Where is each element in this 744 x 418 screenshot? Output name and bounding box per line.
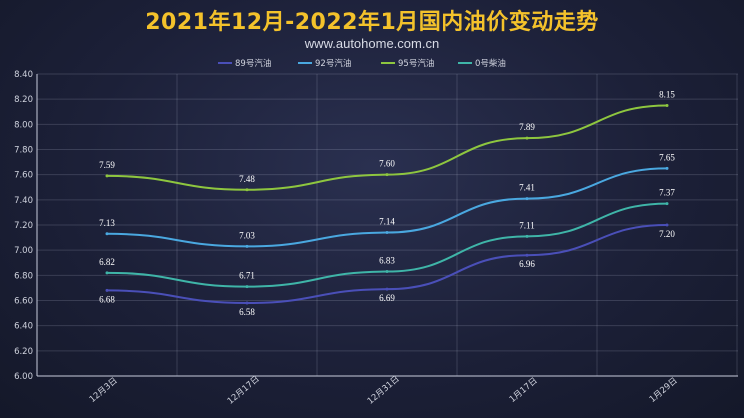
data-point — [525, 136, 529, 140]
data-label: 6.71 — [239, 271, 255, 281]
data-label: 8.15 — [659, 89, 675, 99]
data-label: 7.65 — [659, 152, 675, 162]
data-point — [105, 174, 109, 178]
axes: 6.00 6.20 6.40 6.60 6.80 7.00 7.20 7.40 7.60 7.80… — [14, 70, 738, 407]
data-label: 6.83 — [379, 256, 395, 266]
x-tick-label: 12月17日 — [226, 374, 262, 406]
data-label: 6.58 — [239, 307, 255, 317]
data-label: 7.14 — [379, 217, 395, 227]
data-point — [245, 244, 249, 248]
y-tick-label: 7.80 — [14, 146, 33, 156]
y-tick-label: 7.60 — [14, 171, 33, 181]
data-point — [245, 301, 249, 305]
data-point — [105, 271, 109, 275]
data-label: 7.41 — [519, 183, 535, 193]
x-tick-label: 12月3日 — [88, 376, 120, 405]
series-line — [106, 104, 668, 191]
data-point — [665, 103, 669, 107]
y-tick-label: 7.40 — [14, 196, 33, 206]
data-label: 6.96 — [519, 259, 535, 269]
data-label: 7.20 — [659, 229, 675, 239]
data-label: 7.13 — [99, 218, 115, 228]
data-label: 7.11 — [519, 220, 534, 230]
data-point — [385, 270, 389, 274]
data-point — [245, 188, 249, 192]
data-point — [665, 166, 669, 170]
data-point — [665, 223, 669, 227]
y-tick-label: 6.60 — [14, 297, 33, 307]
legend: 89号汽油 92号汽油 95号汽油 0号柴油 — [218, 58, 506, 69]
chart-subtitle: www.autohome.com.cn — [304, 36, 440, 51]
data-point — [245, 285, 249, 289]
legend-label[interactable]: 89号汽油 — [235, 58, 271, 69]
y-tick-label: 6.40 — [14, 322, 33, 332]
data-label: 7.37 — [659, 188, 675, 198]
data-label: 7.48 — [239, 174, 255, 184]
data-label: 6.82 — [99, 257, 115, 267]
data-point — [105, 232, 109, 236]
y-tick-label: 8.40 — [14, 70, 33, 80]
data-label: 7.89 — [519, 122, 535, 132]
series-line — [106, 167, 668, 248]
x-tick-label: 1月17日 — [508, 376, 540, 405]
x-tick-label: 12月31日 — [366, 374, 402, 406]
y-tick-label: 8.00 — [14, 120, 33, 130]
y-tick-label: 7.00 — [14, 246, 33, 256]
data-label: 7.03 — [239, 230, 255, 240]
data-label: 7.59 — [99, 160, 115, 170]
data-point — [525, 234, 529, 238]
data-point — [385, 287, 389, 291]
data-point — [105, 288, 109, 292]
y-tick-label: 6.20 — [14, 347, 33, 357]
data-label: 6.69 — [379, 293, 395, 303]
data-point — [385, 231, 389, 235]
legend-label[interactable]: 92号汽油 — [315, 58, 351, 69]
chart-title: 2021年12月-2022年1月国内油价变动走势 — [145, 10, 599, 35]
data-point — [665, 202, 669, 206]
data-point — [385, 173, 389, 177]
data-point — [525, 197, 529, 201]
series-lines — [105, 103, 669, 305]
y-tick-label: 6.00 — [14, 372, 33, 382]
data-label: 6.68 — [99, 294, 115, 304]
x-tick-label: 1月29日 — [648, 376, 680, 405]
y-tick-label: 8.20 — [14, 95, 33, 105]
data-point — [525, 253, 529, 257]
y-tick-label: 7.20 — [14, 221, 33, 231]
y-tick-label: 6.80 — [14, 271, 33, 281]
legend-label[interactable]: 0号柴油 — [475, 58, 506, 69]
legend-label[interactable]: 95号汽油 — [398, 58, 434, 69]
data-labels: 6.68 6.58 6.69 6.96 7.20 7.13 7.03 7.14 7.41 7.65… — [99, 89, 675, 317]
data-label: 7.60 — [379, 159, 395, 169]
